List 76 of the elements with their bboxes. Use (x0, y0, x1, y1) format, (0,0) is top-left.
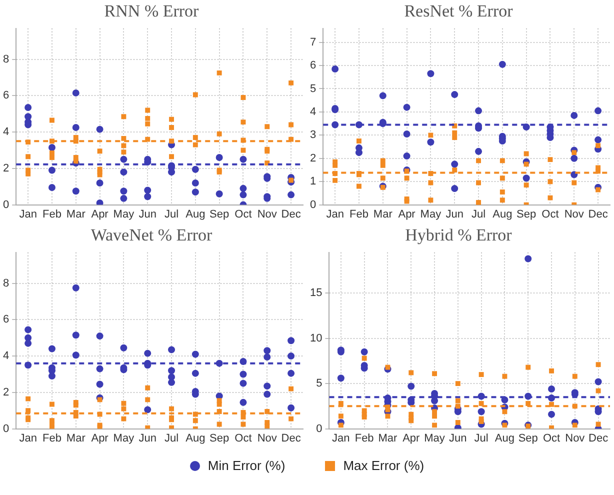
x-tick-label: Feb (42, 432, 62, 444)
x-tick-label: Dec (588, 208, 608, 220)
x-tick-label: Nov (565, 432, 586, 444)
x-tick-label: Dec (588, 432, 609, 444)
x-tick-label: Apr (402, 432, 420, 444)
x-tick-label: Nov (257, 432, 278, 444)
x-tick-label: Mar (66, 208, 86, 220)
chart-title: RNN % Error (104, 2, 200, 21)
x-tick-label: Nov (257, 208, 278, 220)
x-tick-label: Feb (349, 208, 368, 220)
x-tick-label: Jun (449, 432, 467, 444)
y-tick-label: 3 (310, 129, 316, 142)
x-tick-label: Oct (542, 208, 559, 220)
y-tick-label: 2 (310, 152, 316, 164)
x-tick-label: Dec (281, 432, 302, 444)
x-tick-label: Aug (492, 208, 512, 220)
chart-title: Hybrid % Error (405, 226, 512, 245)
x-tick-label: Apr (91, 208, 109, 220)
x-tick-label: May (113, 208, 135, 220)
x-tick-label: Mar (373, 208, 393, 220)
y-tick-label: 0 (316, 422, 322, 435)
x-tick-label: Apr (91, 432, 109, 444)
legend-label: Min Error (%) (208, 458, 286, 473)
y-tick-label: 0 (2, 422, 10, 435)
y-tick-label: 4 (310, 106, 316, 118)
x-tick-label: Nov (564, 208, 584, 220)
x-tick-label: Jan (19, 208, 37, 220)
legend-label: Max Error (%) (343, 458, 424, 473)
y-tick-label: 8 (2, 277, 10, 290)
x-tick-label: May (424, 432, 446, 444)
y-tick-label: 2 (2, 162, 10, 174)
x-tick-label: Oct (542, 432, 560, 444)
x-tick-label: Jul (164, 208, 179, 220)
x-tick-label: Feb (354, 432, 374, 444)
y-tick-label: 4 (2, 126, 10, 138)
y-tick-label: 0 (2, 198, 10, 211)
y-tick-label: 7 (310, 36, 316, 48)
y-tick-label: 4 (2, 350, 10, 362)
x-tick-label: Aug (494, 432, 514, 444)
y-tick-label: 15 (310, 287, 322, 300)
y-tick-label: 2 (2, 386, 10, 398)
y-tick-label: 0 (310, 198, 316, 211)
x-tick-label: Dec (281, 208, 302, 220)
x-tick-label: Jun (138, 208, 156, 220)
x-tick-label: Aug (186, 208, 206, 220)
y-tick-label: 5 (316, 378, 322, 390)
x-tick-label: Jun (138, 432, 156, 444)
x-tick-label: Mar (66, 432, 86, 444)
y-tick-label: 6 (2, 314, 10, 326)
x-tick-label: Aug (186, 432, 206, 444)
chart-title: WaveNet % Error (90, 226, 213, 245)
x-tick-label: Oct (234, 208, 252, 220)
y-tick-label: 6 (310, 60, 316, 72)
x-tick-label: Apr (398, 208, 416, 220)
y-tick-label: 5 (310, 82, 316, 95)
x-tick-label: Sep (516, 208, 536, 220)
x-tick-label: Jul (164, 432, 179, 444)
x-tick-label: Feb (42, 208, 62, 220)
x-tick-label: Mar (378, 432, 398, 444)
x-tick-label: Jan (19, 432, 37, 444)
x-tick-label: May (113, 432, 135, 444)
x-tick-label: Sep (518, 432, 538, 444)
y-tick-label: 1 (310, 176, 316, 188)
x-tick-label: Jul (474, 432, 488, 444)
x-tick-label: May (420, 208, 442, 220)
x-tick-label: Sep (210, 432, 230, 444)
x-tick-label: Oct (234, 432, 252, 444)
x-tick-label: Jan (332, 432, 350, 444)
chart-title: ResNet % Error (404, 2, 514, 21)
y-tick-label: 8 (2, 53, 10, 66)
x-tick-label: Jun (446, 208, 464, 220)
x-tick-label: Sep (210, 208, 230, 220)
y-tick-label: 10 (310, 332, 322, 344)
x-tick-label: Jul (471, 208, 486, 220)
x-tick-label: Jan (326, 208, 344, 220)
y-tick-label: 6 (2, 90, 10, 102)
